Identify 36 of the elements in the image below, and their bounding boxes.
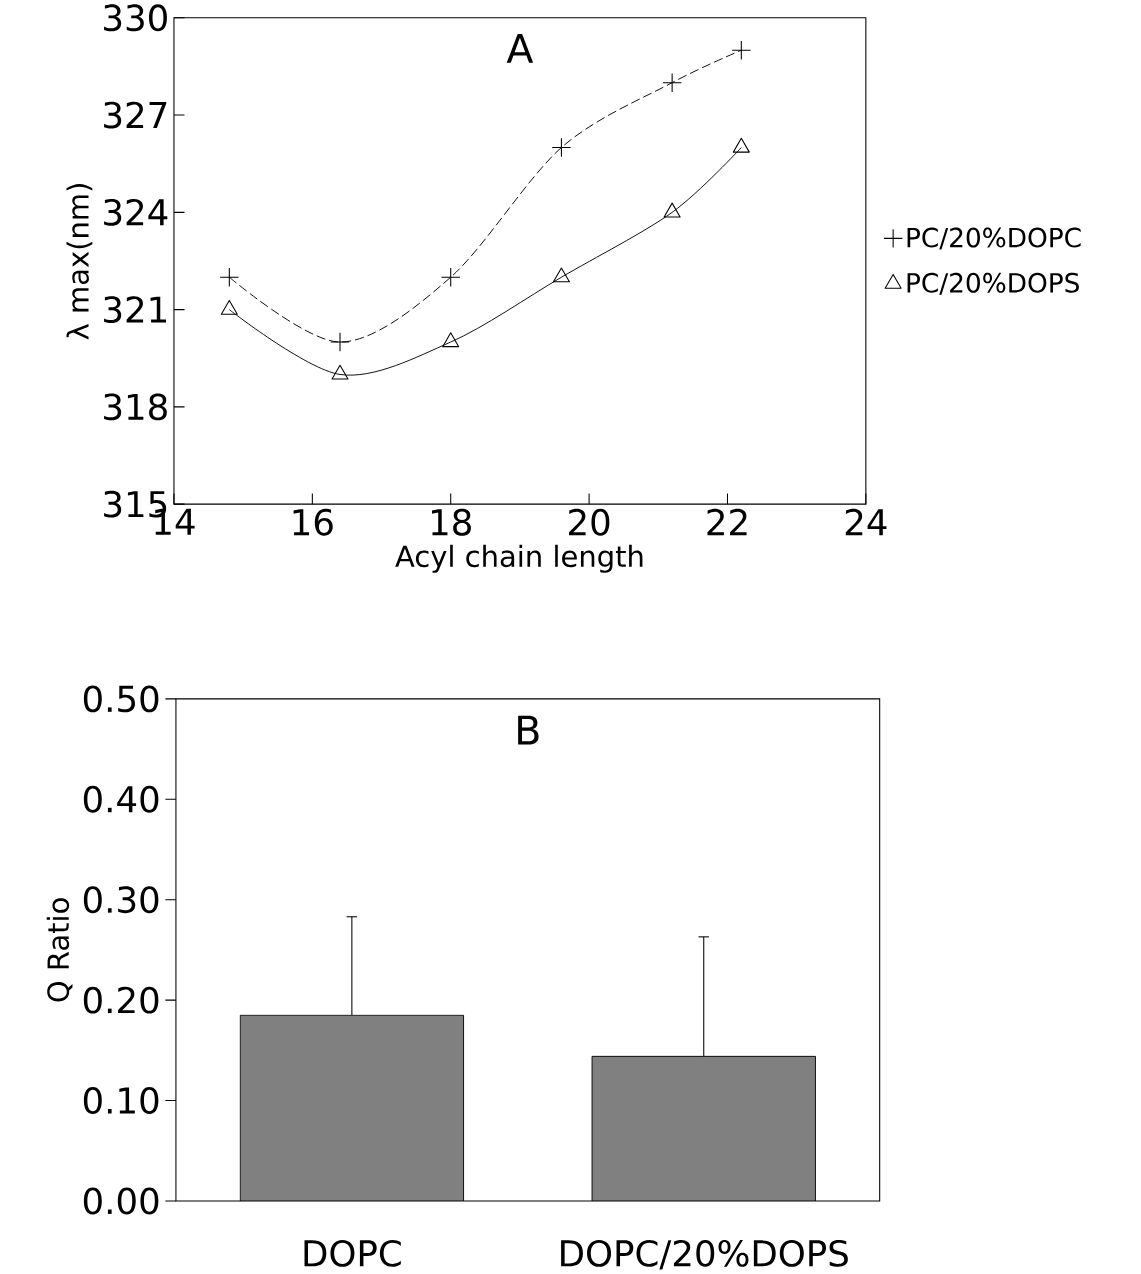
point bbox=[441, 267, 461, 287]
y-tick-label: 0.10 bbox=[84, 1087, 159, 1114]
y-tick-label: 318 bbox=[104, 393, 168, 421]
y-tick-label: 0.40 bbox=[84, 785, 159, 813]
y-tick-label: 321 bbox=[104, 296, 167, 324]
point bbox=[662, 72, 683, 93]
x-tick-label: DOPC/20%DOPS bbox=[561, 1239, 849, 1270]
x-tick-label: DOPC bbox=[304, 1239, 401, 1267]
x-tick-label: 22 bbox=[707, 508, 747, 536]
legend-label: PC/20%DOPS bbox=[907, 272, 1080, 295]
point bbox=[732, 137, 751, 153]
x-axis-title: Acyl chain length bbox=[395, 544, 643, 573]
y-axis-title: Q Ratio bbox=[46, 898, 73, 1002]
y-tick-label: 330 bbox=[104, 4, 168, 32]
y-tick-label: 0.20 bbox=[84, 986, 159, 1014]
y-tick-label: 327 bbox=[104, 101, 167, 129]
chart-title: B bbox=[518, 715, 539, 745]
point bbox=[331, 364, 349, 380]
point bbox=[220, 299, 239, 315]
x-tick-label: 20 bbox=[569, 508, 610, 536]
x-tick-label: 18 bbox=[432, 508, 472, 536]
chart-title: A bbox=[506, 34, 534, 63]
point bbox=[442, 332, 460, 348]
x-tick-label: 16 bbox=[293, 508, 333, 536]
point bbox=[219, 267, 240, 287]
legend-label: PC/20%DOPC bbox=[907, 227, 1081, 250]
y-axis-title: λ max(nm) bbox=[66, 184, 93, 340]
point bbox=[553, 267, 571, 283]
x-tick-label: 24 bbox=[846, 508, 887, 536]
y-tick-label: 0.30 bbox=[84, 886, 159, 914]
y-tick-label: 0.50 bbox=[84, 685, 159, 713]
y-tick-label: 0.00 bbox=[84, 1187, 159, 1215]
point bbox=[731, 40, 752, 61]
point bbox=[551, 137, 572, 158]
y-tick-label: 324 bbox=[104, 198, 168, 226]
point bbox=[663, 202, 681, 218]
